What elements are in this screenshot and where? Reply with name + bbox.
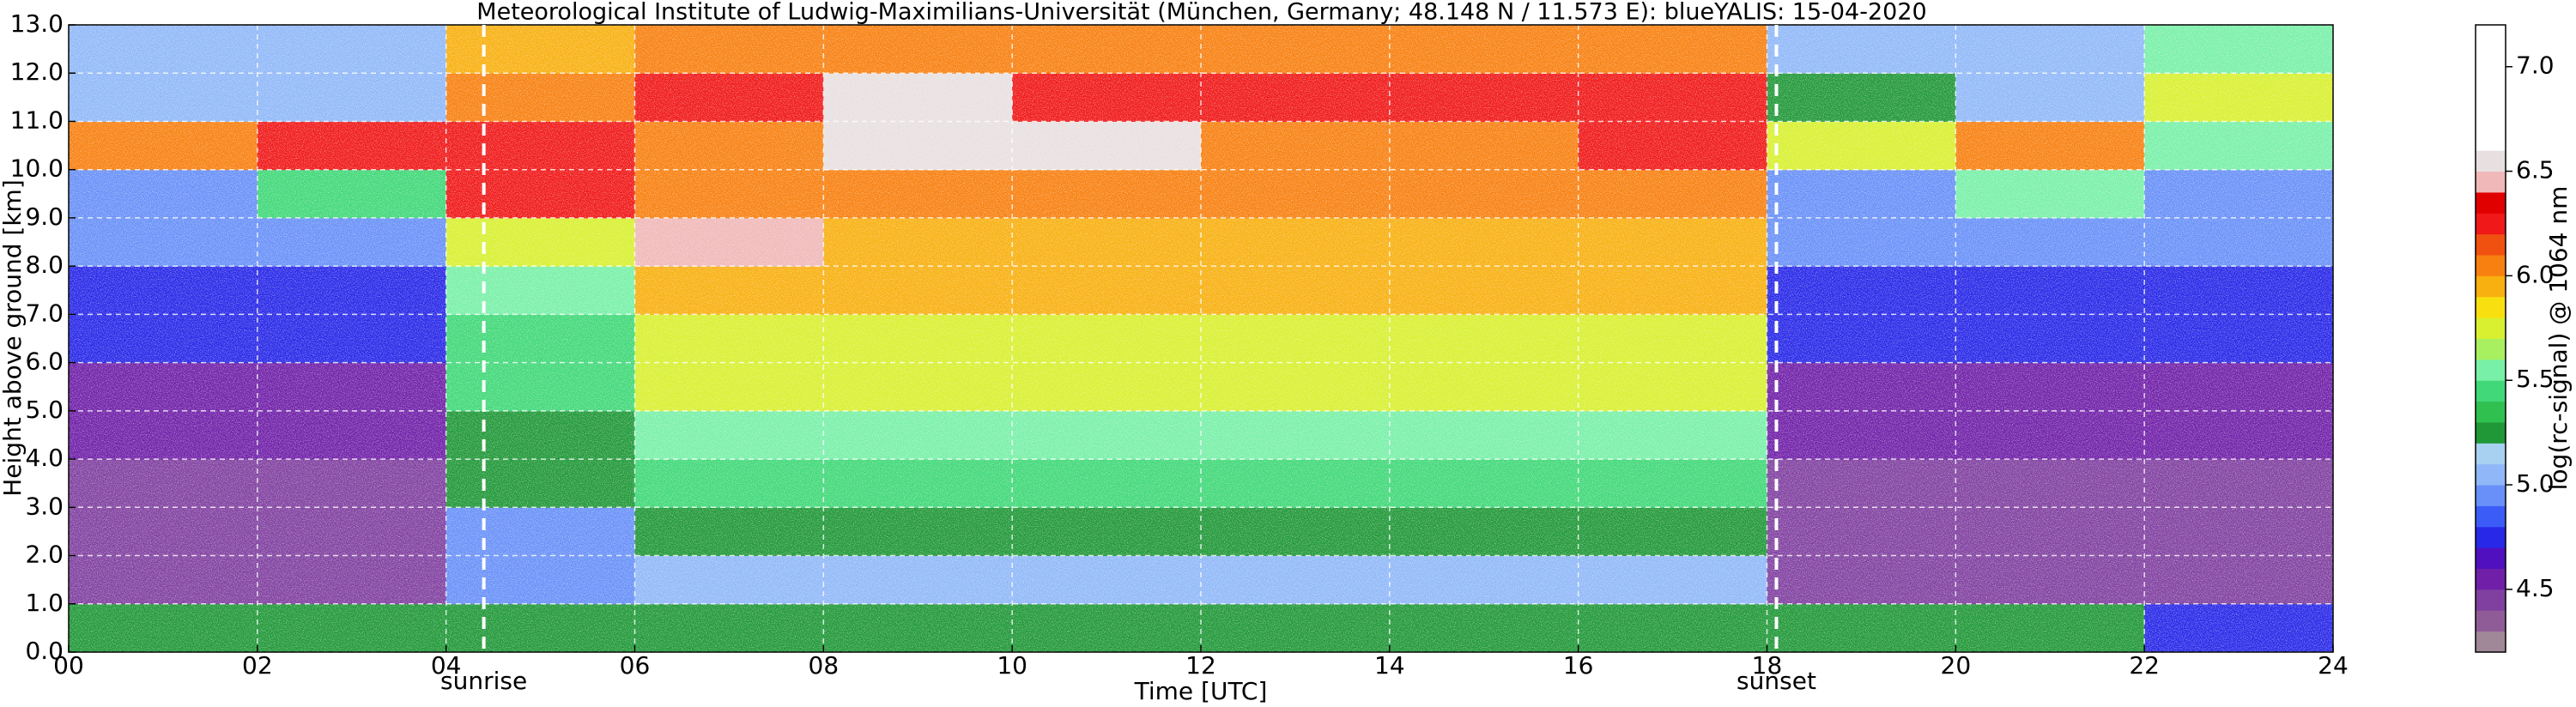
x-tick-label: 08 bbox=[809, 651, 839, 680]
colorbar-segment bbox=[2476, 589, 2506, 611]
x-tick-label: 06 bbox=[620, 651, 651, 680]
x-tick-label: 20 bbox=[1941, 651, 1972, 680]
colorbar-label: log(rc-signal) @ 1064 nm bbox=[2544, 186, 2573, 491]
colorbar-segment bbox=[2476, 317, 2506, 339]
chart-title: Meteorological Institute of Ludwig-Maxim… bbox=[476, 0, 1926, 26]
y-tick-label: 11.0 bbox=[10, 106, 64, 134]
colorbar-segment bbox=[2476, 443, 2506, 465]
x-tick-label: 04 bbox=[431, 651, 462, 680]
y-tick-label: 0.0 bbox=[25, 637, 64, 665]
colorbar-frame bbox=[2475, 24, 2506, 653]
colorbar-segment bbox=[2476, 421, 2506, 444]
x-tick-label: 18 bbox=[1752, 651, 1783, 680]
colorbar-tick-label: 4.5 bbox=[2516, 574, 2555, 602]
colorbar-segment bbox=[2476, 150, 2506, 172]
colorbar-segment bbox=[2476, 526, 2506, 548]
x-tick-label: 12 bbox=[1185, 651, 1216, 680]
annotation-label: sunrise bbox=[440, 667, 527, 695]
y-tick-label: 3.0 bbox=[25, 492, 64, 520]
colorbar-segment bbox=[2476, 631, 2506, 653]
colorbar-tick-label: 6.0 bbox=[2516, 260, 2555, 288]
colorbar-tick-label: 7.0 bbox=[2516, 51, 2555, 80]
colorbar-segment bbox=[2476, 547, 2506, 570]
x-tick-label: 14 bbox=[1374, 651, 1405, 680]
y-tick-label: 1.0 bbox=[25, 589, 64, 617]
colorbar-segment bbox=[2476, 25, 2506, 46]
colorbar-tick-label: 6.5 bbox=[2516, 156, 2555, 184]
colorbar-segment bbox=[2476, 338, 2506, 360]
colorbar-segment bbox=[2476, 359, 2506, 381]
y-axis-label: Height above ground [km] bbox=[0, 179, 27, 497]
colorbar-segment bbox=[2476, 191, 2506, 214]
annotation-label: sunset bbox=[1737, 667, 1816, 695]
colorbar-segment bbox=[2476, 610, 2506, 632]
x-tick-label: 02 bbox=[242, 651, 273, 680]
colorbar-segment bbox=[2476, 45, 2506, 68]
colorbar-segment bbox=[2476, 255, 2506, 276]
y-tick-label: 8.0 bbox=[25, 251, 64, 279]
colorbar-segment bbox=[2476, 233, 2506, 256]
y-tick-label: 2.0 bbox=[25, 541, 64, 569]
colorbar-segment bbox=[2476, 380, 2506, 402]
x-axis-label: Time [UTC] bbox=[1134, 677, 1268, 705]
colorbar-segment bbox=[2476, 171, 2506, 193]
x-tick-label: 22 bbox=[2129, 651, 2160, 680]
colorbar-segment bbox=[2476, 129, 2506, 151]
x-tick-label: 16 bbox=[1563, 651, 1594, 680]
y-tick-label: 7.0 bbox=[25, 299, 64, 327]
y-tick-label: 12.0 bbox=[10, 57, 64, 86]
y-tick-label: 10.0 bbox=[10, 154, 64, 183]
x-tick-label: 10 bbox=[997, 651, 1027, 680]
colorbar-segment bbox=[2476, 88, 2506, 109]
colorbar-tick-label: 5.0 bbox=[2516, 469, 2555, 498]
colorbar-segment bbox=[2476, 296, 2506, 318]
x-tick-label: 00 bbox=[53, 651, 84, 680]
colorbar-segment bbox=[2476, 463, 2506, 486]
y-tick-label: 9.0 bbox=[25, 202, 64, 231]
y-tick-label: 6.0 bbox=[25, 347, 64, 376]
colorbar-segment bbox=[2476, 401, 2506, 423]
colorbar-segment bbox=[2476, 505, 2506, 528]
colorbar-segment bbox=[2476, 213, 2506, 235]
x-tick-label: 24 bbox=[2318, 651, 2349, 680]
colorbar-tick-label: 5.5 bbox=[2516, 365, 2555, 393]
colorbar-segment bbox=[2476, 275, 2506, 298]
colorbar bbox=[2476, 25, 2506, 653]
colorbar-segment bbox=[2476, 568, 2506, 590]
colorbar-segment bbox=[2476, 485, 2506, 506]
colorbar-segment bbox=[2476, 66, 2506, 88]
colorbar-segment bbox=[2476, 108, 2506, 130]
y-tick-label: 5.0 bbox=[25, 396, 64, 424]
y-tick-label: 4.0 bbox=[25, 444, 64, 472]
y-tick-label: 13.0 bbox=[10, 9, 64, 38]
